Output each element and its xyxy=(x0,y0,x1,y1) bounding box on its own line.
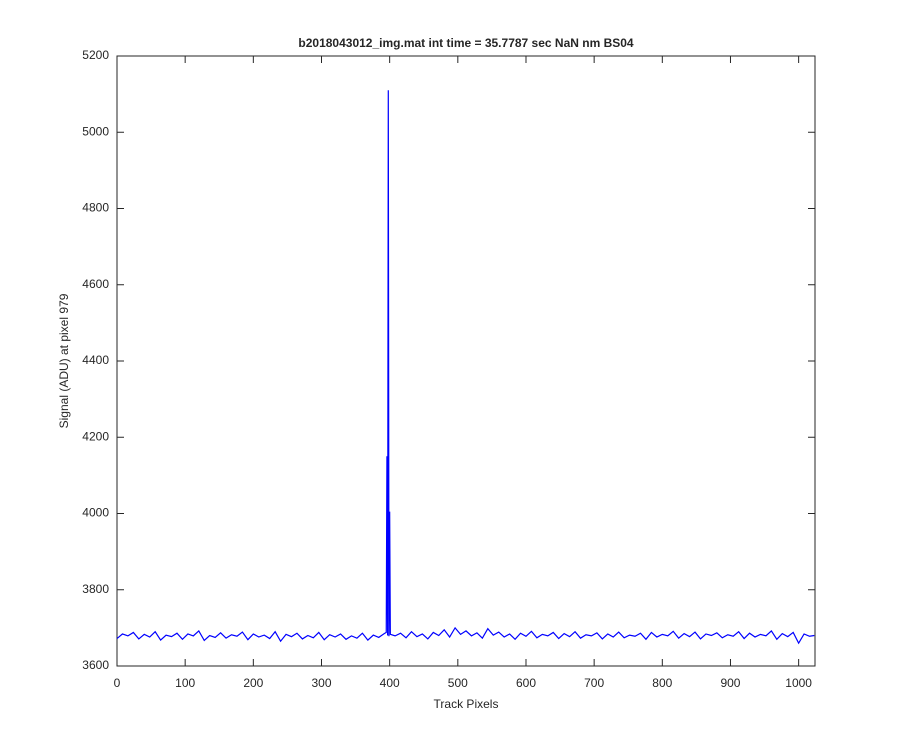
y-tick-label: 4200 xyxy=(82,429,109,443)
y-tick-label: 4400 xyxy=(82,353,109,367)
x-tick-label: 900 xyxy=(720,676,740,690)
y-tick-label: 4000 xyxy=(82,506,109,520)
y-axis-label: Signal (ADU) at pixel 979 xyxy=(57,293,71,428)
y-tick-label: 4600 xyxy=(82,277,109,291)
x-tick-label: 200 xyxy=(243,676,263,690)
data-line xyxy=(116,90,815,645)
x-tick-label: 300 xyxy=(311,676,331,690)
y-tick-label: 4800 xyxy=(82,201,109,215)
x-tick-label: 500 xyxy=(448,676,468,690)
y-tick-label: 5000 xyxy=(82,124,109,138)
x-tick-label: 800 xyxy=(652,676,672,690)
y-tick-label: 3800 xyxy=(82,582,109,596)
y-tick-label: 3600 xyxy=(82,658,109,672)
x-tick-label: 0 xyxy=(114,676,121,690)
x-tick-label: 100 xyxy=(175,676,195,690)
chart-title: b2018043012_img.mat int time = 35.7787 s… xyxy=(298,36,634,50)
x-tick-label: 1000 xyxy=(785,676,812,690)
x-tick-label: 400 xyxy=(380,676,400,690)
y-tick-label: 5200 xyxy=(82,48,109,62)
x-axis-label: Track Pixels xyxy=(434,697,499,711)
x-tick-label: 600 xyxy=(516,676,536,690)
x-tick-label: 700 xyxy=(584,676,604,690)
